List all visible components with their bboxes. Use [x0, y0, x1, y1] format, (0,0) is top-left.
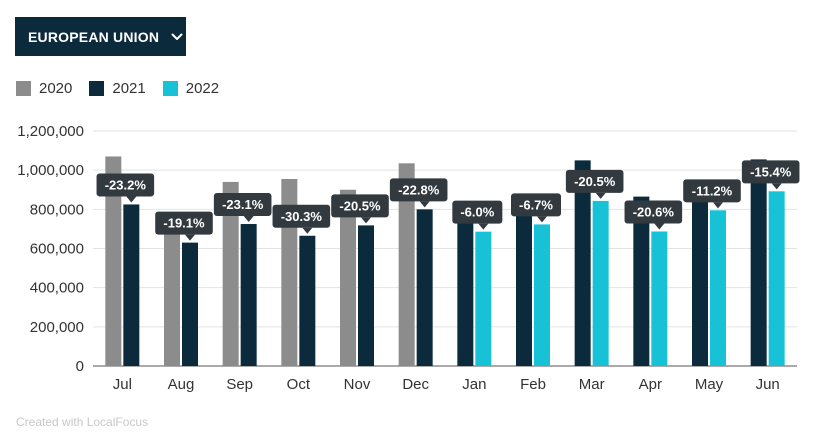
annotation-pointer	[537, 216, 547, 223]
bar-2020	[222, 181, 239, 366]
annotation-bubble	[624, 200, 683, 224]
bar-2021	[457, 223, 474, 366]
annotation-label: -11.2%	[692, 183, 733, 198]
annotation-label: -22.8%	[398, 182, 440, 197]
region-dropdown-label: EUROPEAN UNION	[28, 28, 160, 45]
x-tick-label: Oct	[287, 376, 311, 393]
bar-2021	[574, 160, 591, 366]
bar-2022	[768, 191, 785, 366]
bar-2020	[105, 156, 122, 366]
x-tick-label: May	[695, 376, 724, 393]
annotation-bubble	[331, 194, 389, 218]
annotation-bubble	[96, 173, 155, 197]
bar-2021	[692, 190, 708, 366]
bar-2021	[123, 204, 140, 366]
x-tick-label: Sep	[226, 376, 253, 393]
region-dropdown[interactable]: EUROPEAN UNION	[15, 17, 186, 56]
x-tick-label: Jan	[462, 376, 486, 393]
legend-label-2020: 2020	[39, 80, 73, 97]
legend-swatch-2022	[162, 81, 178, 96]
bar-2021	[358, 225, 374, 366]
bar-2022	[592, 200, 609, 366]
annotation-bubble	[272, 204, 331, 228]
legend-swatch-2020	[16, 81, 31, 96]
y-tick-label: 1,200,000	[17, 123, 84, 140]
annotation-label: -20.5%	[339, 198, 381, 213]
bar-2020	[164, 214, 180, 366]
annotation-pointer	[595, 192, 606, 199]
x-tick-label: Mar	[579, 376, 605, 393]
annotation-bubble	[155, 211, 213, 235]
annotation-bubble	[389, 178, 448, 202]
annotation-label: -30.3%	[281, 209, 323, 224]
bar-2021	[240, 224, 257, 366]
annotation-label: -23.1%	[222, 197, 264, 212]
annotation-bubble	[741, 160, 800, 184]
chart-legend: 2020 2021 2022	[16, 80, 236, 97]
legend-swatch-2021	[89, 81, 105, 96]
bar-2020	[398, 163, 415, 366]
legend-label-2022: 2022	[185, 80, 220, 97]
annotation-pointer	[185, 234, 195, 241]
bar-2021	[182, 242, 198, 366]
x-tick-label: Feb	[520, 376, 546, 393]
bar-2022	[710, 210, 726, 366]
annotation-bubble	[511, 193, 561, 217]
x-tick-label: Apr	[639, 376, 662, 393]
bar-2020	[340, 189, 356, 366]
bar-2021	[416, 209, 433, 366]
y-tick-label: 800,000	[30, 201, 84, 218]
y-tick-label: 1,000,000	[17, 162, 84, 179]
bar-2021	[750, 159, 767, 366]
annotation-bubble	[213, 193, 272, 217]
annotation-label: -15.4%	[750, 164, 792, 179]
annotation-pointer	[302, 227, 313, 234]
bar-2022	[651, 231, 668, 366]
bar-2021	[633, 196, 650, 366]
bar-2021	[516, 214, 532, 366]
annotation-pointer	[419, 201, 430, 208]
annotation-label: -23.2%	[105, 177, 147, 192]
bar-2022	[475, 231, 492, 366]
annotation-label: -19.1%	[163, 216, 205, 231]
annotation-pointer	[771, 183, 782, 190]
x-tick-label: Jul	[113, 376, 132, 393]
legend-item-2022[interactable]: 2022	[162, 80, 220, 97]
annotation-label: -20.6%	[633, 204, 675, 219]
x-tick-label: Dec	[402, 376, 429, 393]
legend-item-2021[interactable]: 2021	[89, 80, 146, 97]
y-tick-label: 200,000	[30, 319, 84, 336]
annotation-pointer	[478, 223, 489, 230]
y-tick-label: 400,000	[30, 280, 84, 297]
annotation-pointer	[243, 216, 254, 223]
bar-2022	[534, 224, 550, 366]
footer-credit: Created with LocalFocus	[16, 415, 149, 429]
annotation-pointer	[361, 217, 371, 224]
y-tick-label: 0	[76, 358, 84, 375]
annotation-pointer	[713, 202, 723, 209]
annotation-bubble	[452, 200, 503, 224]
annotation-label: -20.5%	[574, 174, 616, 189]
x-tick-label: Nov	[344, 376, 371, 393]
annotation-pointer	[126, 196, 137, 203]
annotation-label: -6.0%	[460, 205, 494, 220]
annotation-label: -6.7%	[519, 197, 553, 212]
legend-label-2021: 2021	[112, 80, 146, 97]
annotation-bubble	[683, 179, 741, 203]
legend-item-2020[interactable]: 2020	[16, 80, 72, 97]
annotation-pointer	[654, 223, 665, 230]
y-tick-label: 600,000	[30, 241, 84, 258]
annotation-bubble	[565, 169, 624, 193]
chevron-down-icon	[171, 33, 183, 40]
x-tick-label: Aug	[168, 376, 195, 393]
x-tick-label: Jun	[756, 376, 780, 393]
bar-2021	[299, 235, 316, 366]
